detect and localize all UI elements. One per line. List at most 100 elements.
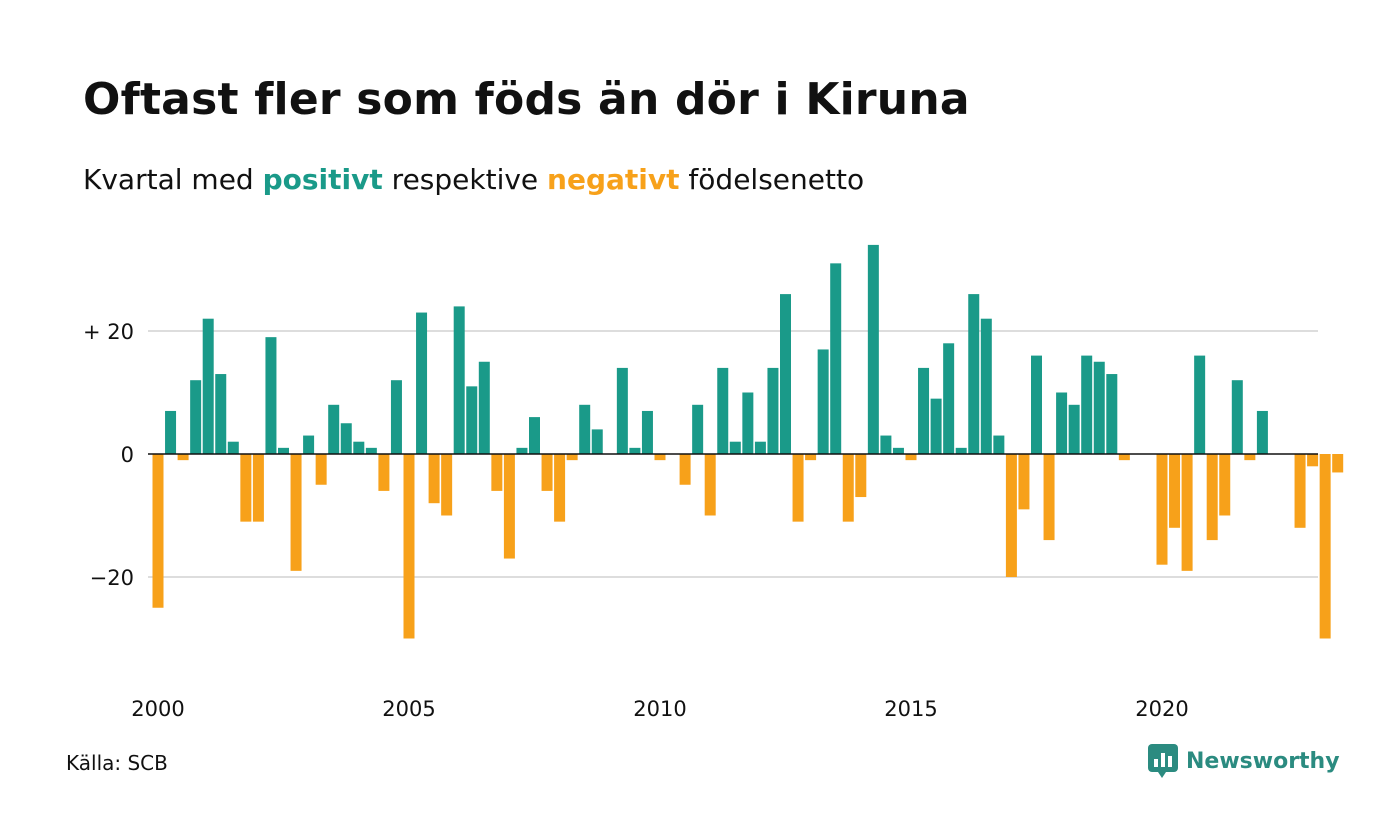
chart-subtitle: Kvartal med positivt respektive negativt… (83, 163, 864, 196)
x-tick-label: 2015 (884, 697, 937, 721)
bar-positive (930, 398, 942, 454)
bar-positive (591, 429, 603, 454)
x-tick-label: 2005 (382, 697, 435, 721)
bar-positive (980, 318, 992, 454)
bar-positive (1106, 374, 1118, 454)
bar-positive (353, 441, 365, 454)
bar-negative (855, 454, 867, 498)
bar-positive (516, 447, 528, 454)
bar-negative (1005, 454, 1017, 577)
bar-positive (265, 337, 277, 454)
bar-positive (830, 263, 842, 454)
bar-positive (968, 294, 980, 454)
bar-positive (340, 423, 352, 454)
bar-positive (892, 447, 904, 454)
bar-positive (466, 386, 478, 454)
x-tick-label: 2010 (633, 697, 686, 721)
bar-positive (390, 380, 402, 454)
bar-positive (1231, 380, 1243, 454)
bar-negative (654, 454, 666, 461)
bar-negative (491, 454, 503, 491)
axes: + 20 0 −20 2000 2005 2010 2015 2020 (83, 320, 1318, 721)
bar-positive (529, 417, 540, 454)
bar-negative (554, 454, 566, 522)
bar-negative (252, 454, 264, 522)
bar-positive (1081, 355, 1093, 454)
brand-name: Newsworthy (1186, 748, 1340, 774)
bar-positive (165, 410, 177, 454)
bar-negative (566, 454, 578, 461)
bar-positive (1093, 361, 1105, 454)
bar-negative (1206, 454, 1218, 541)
source-note: Källa: SCB (66, 751, 168, 775)
bar-positive (955, 447, 967, 454)
bar-negative (541, 454, 553, 491)
bar-positive (303, 435, 315, 454)
bar-negative (805, 454, 817, 461)
bar-negative (679, 454, 691, 485)
bar-negative (152, 454, 164, 608)
bar-positive (1194, 355, 1206, 454)
bar-positive (328, 404, 340, 454)
bar-positive (867, 244, 879, 454)
bar-negative (240, 454, 252, 522)
bar-positive (629, 447, 641, 454)
bar-positive (641, 410, 653, 454)
bar-positive (616, 367, 628, 454)
bar-negative (1244, 454, 1256, 461)
bar-positive (416, 312, 428, 454)
bar-positive (1056, 392, 1068, 454)
bar-negative (290, 454, 302, 571)
y-tick-label: −20 (90, 566, 134, 590)
bar-negative (1018, 454, 1030, 510)
bar-negative (1169, 454, 1181, 528)
bar-positive (478, 361, 490, 454)
bar-positive (742, 392, 754, 454)
bar-negative (1043, 454, 1055, 541)
chart-title: Oftast fler som föds än dör i Kiruna (83, 74, 970, 125)
bar-positive (1256, 410, 1268, 454)
bar-negative (403, 454, 415, 639)
bar-positive (717, 367, 729, 454)
bars (152, 244, 1344, 639)
bar-positive (880, 435, 892, 454)
bar-positive (993, 435, 1005, 454)
bar-negative (1118, 454, 1130, 461)
bar-negative (1181, 454, 1193, 571)
bar-positive (579, 404, 591, 454)
bar-negative (428, 454, 440, 504)
subtitle-suffix: födelsenetto (679, 163, 865, 196)
bar-negative (1332, 454, 1344, 473)
bar-negative (1319, 454, 1331, 639)
bar-negative (1156, 454, 1168, 565)
bar-negative (1294, 454, 1306, 528)
bar-positive (780, 294, 791, 454)
bar-positive (1068, 404, 1080, 454)
subtitle-prefix: Kvartal med (83, 163, 263, 196)
bar-negative (315, 454, 327, 485)
brand: Newsworthy (1148, 744, 1340, 778)
bar-negative (177, 454, 189, 461)
bar-negative (378, 454, 390, 491)
bar-negative (441, 454, 453, 516)
grid-lines (148, 330, 1318, 578)
bar-positive (365, 447, 377, 454)
bar-negative (1219, 454, 1231, 516)
bar-positive (754, 441, 766, 454)
y-tick-label: 0 (121, 443, 134, 467)
subtitle-negative-word: negativt (547, 163, 680, 196)
bar-negative (792, 454, 804, 522)
newsworthy-logo-icon (1148, 744, 1178, 778)
bar-positive (1031, 355, 1042, 454)
bar-positive (918, 367, 930, 454)
bar-negative (905, 454, 917, 461)
bar-positive (190, 380, 202, 454)
bar-negative (704, 454, 716, 516)
subtitle-positive-word: positivt (262, 163, 383, 196)
bar-negative (1307, 454, 1319, 467)
y-tick-label: + 20 (83, 320, 134, 344)
x-tick-label: 2020 (1135, 697, 1188, 721)
bar-positive (767, 367, 779, 454)
bar-positive (215, 374, 227, 454)
